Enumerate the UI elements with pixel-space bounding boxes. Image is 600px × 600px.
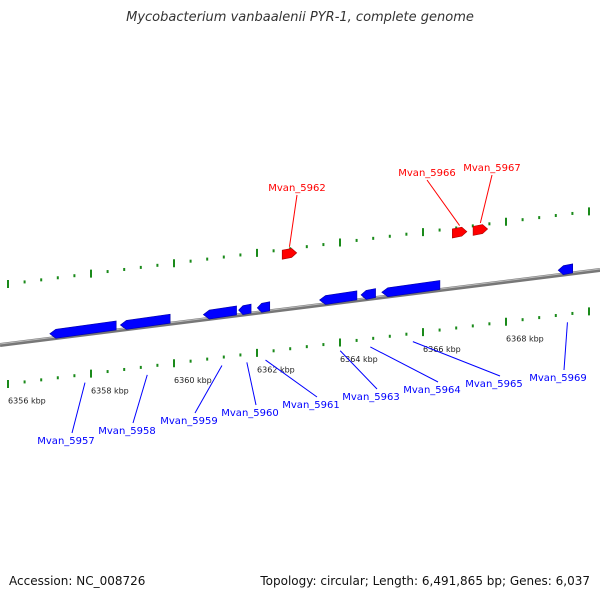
- gene-arrow-mvan-5969: [557, 263, 574, 276]
- gene-arrow-mvan-5963: [319, 290, 358, 305]
- gene-arrow-mvan-5962: [281, 248, 298, 260]
- scale-label: 6356 kbp: [8, 397, 46, 406]
- gene-label-mvan-5966: Mvan_5966: [398, 168, 455, 179]
- gene-label-mvan-5962: Mvan_5962: [268, 183, 325, 194]
- scale-label: 6366 kbp: [423, 345, 461, 354]
- gene-leader-line: [194, 365, 223, 414]
- gene-leader-line: [71, 382, 86, 434]
- gene-leader-line: [265, 359, 318, 398]
- gene-label-mvan-5959: Mvan_5959: [160, 416, 217, 427]
- gene-arrow-mvan-5957: [49, 320, 117, 339]
- gene-label-mvan-5957: Mvan_5957: [37, 436, 94, 447]
- gene-leader-line: [132, 374, 148, 424]
- genome-summary-text: Topology: circular; Length: 6,491,865 bp…: [260, 574, 590, 588]
- gene-label-mvan-5965: Mvan_5965: [465, 379, 522, 390]
- scale-label: 6368 kbp: [506, 334, 544, 343]
- gene-arrow-mvan-5965: [381, 280, 441, 298]
- scale-label: 6364 kbp: [340, 355, 378, 364]
- scale-label: 6358 kbp: [91, 386, 129, 395]
- gene-label-mvan-5967: Mvan_5967: [463, 163, 520, 174]
- scale-label: 6362 kbp: [257, 366, 295, 375]
- gene-leader-line: [339, 350, 378, 390]
- gene-label-mvan-5960: Mvan_5960: [221, 408, 278, 419]
- gene-leader-line: [288, 194, 298, 247]
- gene-arrow-mvan-5958: [119, 313, 171, 330]
- gene-leader-line: [426, 179, 461, 226]
- gene-label-mvan-5969: Mvan_5969: [529, 373, 586, 384]
- gene-arrow-mvan-5966: [452, 226, 468, 239]
- gene-leader-line: [412, 341, 501, 377]
- gene-label-mvan-5958: Mvan_5958: [98, 426, 155, 437]
- gene-arrow-mvan-5964: [360, 288, 376, 300]
- gene-label-mvan-5964: Mvan_5964: [403, 385, 460, 396]
- map-title: Mycobacterium vanbaalenii PYR-1, complet…: [126, 10, 474, 25]
- gene-label-mvan-5961: Mvan_5961: [282, 400, 339, 411]
- gene-leader-line: [370, 346, 439, 383]
- accession-text: Accession: NC_008726: [9, 574, 146, 588]
- gene-arrow-mvan-5961: [256, 301, 271, 313]
- gene-leader-line: [563, 322, 568, 371]
- gene-arrow-mvan-5959: [202, 305, 237, 320]
- gene-leader-line: [246, 362, 257, 406]
- gene-arrow-mvan-5960: [238, 303, 252, 315]
- gene-arrow-mvan-5967: [472, 224, 489, 236]
- scale-label: 6360 kbp: [174, 376, 212, 385]
- gene-label-mvan-5963: Mvan_5963: [342, 392, 399, 403]
- gene-leader-line: [479, 174, 493, 224]
